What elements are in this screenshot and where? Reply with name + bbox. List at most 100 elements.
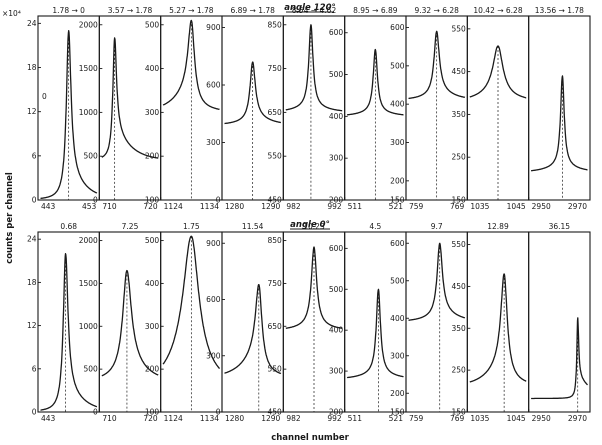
y-tick-label: 200 [390, 176, 405, 185]
panel-header: 1.75 [183, 222, 200, 231]
y-scale-note: ×10⁴ [2, 9, 21, 18]
panel-header: 5.27 → 1.78 [169, 6, 214, 15]
x-tick-label: 1035 [470, 414, 489, 423]
panel-header: 11.54 [242, 222, 264, 231]
y-tick-label: 900 [206, 239, 221, 248]
x-tick-label: 1280 [225, 414, 244, 423]
y-tick-label: 1000 [79, 322, 98, 331]
x-tick-label: 759 [409, 202, 424, 211]
y-tick-label: 550 [452, 240, 467, 249]
panel-header: 1.78 → 0 [52, 6, 85, 15]
y-tick-label: 24 [27, 19, 37, 28]
y-tick-label: 550 [268, 365, 283, 374]
y-tick-label: 750 [268, 64, 283, 73]
y-tick-label: 300 [329, 367, 344, 376]
y-tick-label: 550 [452, 24, 467, 33]
x-tick-label: 1045 [507, 414, 526, 423]
x-tick-label: 511 [348, 414, 363, 423]
y-tick-label: 600 [390, 239, 405, 248]
y-tick-label: 18 [27, 63, 37, 72]
y-tick-label: 600 [329, 28, 344, 37]
spectrum-line [40, 30, 98, 200]
y-tick-label: 18 [27, 278, 37, 287]
x-tick-label: 521 [389, 414, 404, 423]
panel-header: 4.5 [369, 222, 381, 231]
y-tick-label: 500 [145, 236, 160, 245]
y-tick-label: 0 [32, 408, 37, 417]
y-tick-label: 300 [206, 138, 221, 147]
panel-frame [528, 231, 591, 413]
panel-header: 9.32 → 6.28 [414, 6, 459, 15]
y-tick-label: 0 [216, 408, 221, 417]
y-tick-label: 500 [145, 20, 160, 29]
y-tick-label: 500 [84, 365, 99, 374]
x-tick-label: 443 [41, 202, 56, 211]
y-tick-label: 450 [452, 282, 467, 291]
y-tick-label: 150 [390, 408, 405, 417]
y-tick-label: 450 [452, 67, 467, 76]
y-tick-label: 12 [27, 107, 37, 116]
y-tick-label: 250 [452, 366, 467, 375]
x-tick-label: 2970 [568, 414, 587, 423]
spectrum-panel-r2c6: 4.5 200 300 400 500 600 511 521 [329, 222, 407, 423]
spectrum-panel-r2c7: 9.7 150 200 300 400 500 600 759 769 [390, 222, 468, 423]
panel-frame [528, 15, 591, 201]
x-tick-label: 1280 [225, 202, 244, 211]
x-tick-label: 2950 [532, 414, 551, 423]
x-tick-label: 1134 [200, 414, 219, 423]
x-tick-label: 769 [450, 202, 465, 211]
y-tick-label: 300 [206, 351, 221, 360]
y-tick-label: 500 [329, 70, 344, 79]
y-tick-label: 200 [145, 365, 160, 374]
spectrum-line [408, 30, 466, 100]
spectrum-panel-r2c1: 0.68 0 6 12 18 24 443 [27, 222, 100, 423]
y-tick-label: 400 [145, 279, 160, 288]
spectrum-line [101, 37, 159, 159]
spectrum-panel-r2c8: 12.89 150 250 350 450 550 1035 1045 [452, 222, 530, 423]
y-tick-label: 400 [390, 100, 405, 109]
y-tick-label: 200 [329, 408, 344, 417]
y-tick-label: 12 [27, 321, 37, 330]
y-tick-label: 1000 [79, 108, 98, 117]
y-tick-label: 200 [145, 152, 160, 161]
y-tick-label: 300 [145, 108, 160, 117]
y-tick-label: 450 [268, 196, 283, 205]
x-tick-label: 443 [41, 414, 56, 423]
y-tick-label: 200 [329, 196, 344, 205]
x-tick-label: 521 [389, 202, 404, 211]
y-tick-label: 6 [32, 151, 37, 160]
y-tick-label: 2000 [79, 236, 98, 245]
y-tick-label: 300 [329, 154, 344, 163]
y-tick-label: 550 [268, 152, 283, 161]
panel-frame [466, 15, 530, 201]
y-tick-label: 850 [268, 20, 283, 29]
x-tick-label: 982 [286, 414, 301, 423]
x-tick-label: 982 [286, 202, 301, 211]
y-tick-label: 350 [452, 324, 467, 333]
panel-header: 9.7 [431, 222, 443, 231]
spectrum-panel-r1c6: 8.95 → 6.89 200 300 400 500 600 511 521 [329, 6, 407, 211]
x-tick-label: 1035 [470, 202, 489, 211]
y-tick-label: 0 [216, 196, 221, 205]
y-tick-label: 500 [329, 285, 344, 294]
x-tick-label: 1124 [164, 414, 183, 423]
y-tick-label: 300 [390, 138, 405, 147]
x-tick-label: 511 [348, 202, 363, 211]
x-tick-label: 1045 [507, 202, 526, 211]
x-tick-label: 710 [102, 202, 117, 211]
y-tick-label: 1500 [79, 279, 98, 288]
x-tick-label: 769 [450, 414, 465, 423]
y-tick-label: 600 [329, 244, 344, 253]
panel-header: 7.25 [122, 222, 139, 231]
x-tick-label: 453 [82, 202, 97, 211]
spectrum-panel-r2c3: 1.75 100 200 300 400 500 1124 1134 [145, 222, 223, 423]
spectrum-line [469, 273, 527, 383]
y-tick-label: 500 [390, 276, 405, 285]
y-tick-label: 150 [452, 408, 467, 417]
x-tick-label: 2970 [568, 202, 587, 211]
spectrum-line [530, 317, 588, 400]
x-tick-label: 1290 [261, 414, 280, 423]
y-tick-label: 0 [32, 196, 37, 205]
y-tick-label: 24 [27, 235, 37, 244]
spectrum-line [285, 24, 343, 112]
